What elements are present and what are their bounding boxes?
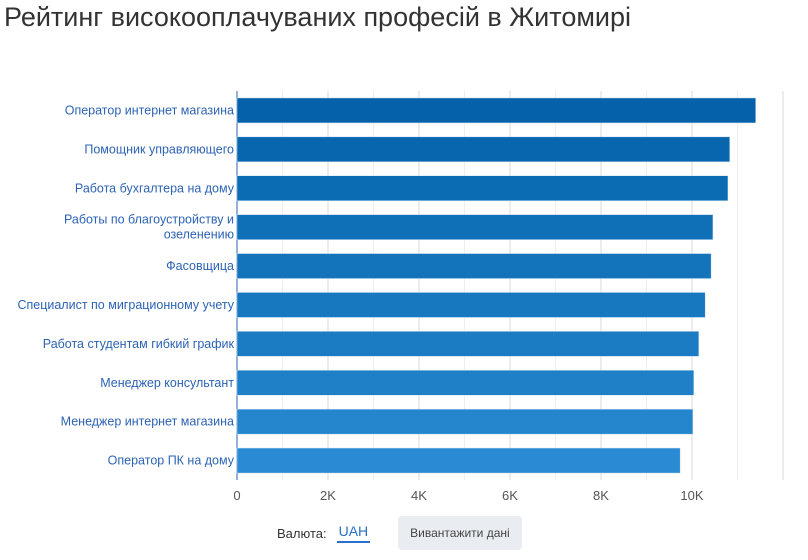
bar: [236, 214, 714, 240]
x-tick-label: 2K: [320, 488, 336, 503]
category-label: Помощник управляющего: [84, 142, 234, 156]
currency-label: Валюта:: [277, 525, 327, 541]
page-title: Рейтинг високооплачуваних професій в Жит…: [4, 2, 631, 32]
bar: [236, 370, 695, 396]
bar: [236, 292, 706, 318]
bar: [236, 97, 756, 124]
x-tick-label: 10K: [680, 488, 703, 503]
x-tick-label: 8K: [593, 488, 609, 503]
chart-footer: Валюта: UAH Вивантажити дані: [277, 516, 522, 550]
bar-chart: Оператор интернет магазина Помощник управ…: [17, 91, 784, 503]
category-label: Оператор ПК на дому: [108, 454, 235, 468]
bar: [236, 408, 694, 435]
bar: [236, 175, 729, 201]
x-tick-label: 0: [233, 488, 240, 503]
bar: [236, 331, 700, 357]
category-label: озеленению: [164, 228, 234, 242]
category-label: Работа бухгалтера на дому: [75, 181, 235, 195]
bar: [236, 253, 712, 279]
download-data-button[interactable]: Вивантажити дані: [398, 516, 522, 550]
category-label: Фасовщица: [166, 259, 234, 273]
category-label: Менеджер консультант: [100, 376, 234, 390]
category-label: Работа студентам гибкий график: [43, 337, 235, 351]
x-tick-label: 4K: [411, 488, 427, 503]
category-label: Работы по благоустройству и: [64, 213, 234, 227]
category-label: Менеджер интернет магазина: [61, 415, 234, 429]
currency-select[interactable]: UAH: [336, 523, 371, 543]
category-label: Специалист по миграционному учету: [17, 298, 234, 312]
category-label: Оператор интернет магазина: [65, 103, 234, 117]
bar: [236, 136, 731, 163]
x-tick-label: 6K: [502, 488, 518, 503]
bar: [236, 447, 681, 474]
